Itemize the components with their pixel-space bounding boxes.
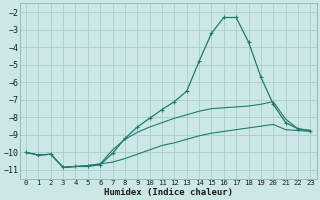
X-axis label: Humidex (Indice chaleur): Humidex (Indice chaleur) <box>104 188 233 197</box>
